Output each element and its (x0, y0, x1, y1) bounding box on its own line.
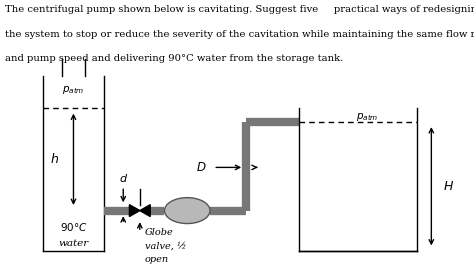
Text: $D$: $D$ (196, 161, 206, 174)
Text: $d$: $d$ (118, 172, 128, 184)
Polygon shape (129, 205, 140, 217)
Text: the system to stop or reduce the severity of the cavitation while maintaining th: the system to stop or reduce the severit… (5, 30, 474, 39)
Text: Globe: Globe (145, 228, 173, 237)
Polygon shape (140, 205, 150, 217)
Text: $p_{atm}$: $p_{atm}$ (356, 111, 379, 123)
Text: $p_{atm}$: $p_{atm}$ (62, 84, 85, 96)
Text: water: water (58, 238, 89, 248)
Text: open: open (145, 255, 169, 264)
Text: $H$: $H$ (443, 180, 454, 193)
Text: The centrifugal pump shown below is cavitating. Suggest five     practical ways : The centrifugal pump shown below is cavi… (5, 5, 474, 14)
Circle shape (164, 198, 210, 224)
Text: $h$: $h$ (50, 152, 59, 166)
Text: valve, ½: valve, ½ (145, 241, 186, 250)
Text: $90°C$: $90°C$ (60, 221, 87, 233)
Text: and pump speed and delivering 90°C water from the storage tank.: and pump speed and delivering 90°C water… (5, 54, 343, 63)
